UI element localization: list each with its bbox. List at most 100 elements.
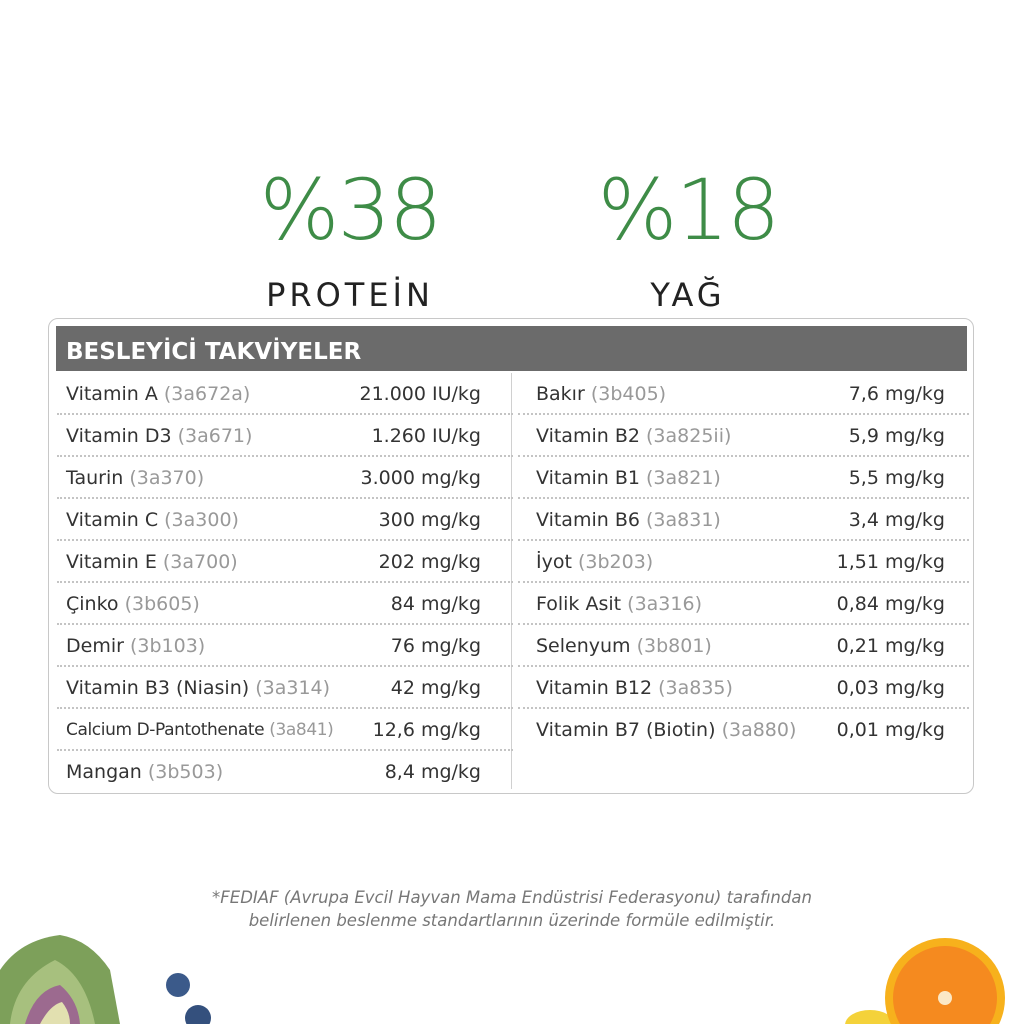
nutrient-name: Vitamin D3 (3a671) (66, 415, 252, 457)
nutrient-name: Vitamin B2 (3a825ii) (536, 415, 731, 457)
nutrient-label: Vitamin B6 (536, 509, 640, 531)
nutrient-code: (3b605) (124, 593, 200, 615)
nutrient-label: Vitamin D3 (66, 425, 172, 447)
nutrient-label: Vitamin B12 (536, 677, 653, 699)
panel-title: BESLEYİCİ TAKVİYELER (56, 326, 967, 371)
supplements-panel: BESLEYİCİ TAKVİYELER Vitamin A (3a672a) 2… (48, 318, 974, 794)
nutrient-name: Mangan (3b503) (66, 751, 223, 793)
nutrient-label: Folik Asit (536, 593, 622, 615)
nutrient-value: 0,03 mg/kg (836, 677, 945, 699)
nutrient-code: (3a825ii) (646, 425, 732, 447)
nutrient-name: Vitamin B3 (Niasin) (3a314) (66, 667, 330, 709)
nutrient-row: Vitamin B1 (3a821) 5,5 mg/kg (518, 457, 969, 499)
nutrient-code: (3a314) (255, 677, 331, 699)
footnote: *FEDIAF (Avrupa Evcil Hayvan Mama Endüst… (0, 886, 1024, 932)
nutrient-code: (3a831) (646, 509, 721, 531)
artichoke-image (0, 935, 120, 1024)
nutrient-name: Vitamin B6 (3a831) (536, 499, 721, 541)
fat-stat: %18 YAĞ (538, 165, 838, 315)
nutrient-value: 21.000 IU/kg (359, 383, 482, 405)
nutrient-label: Vitamin B1 (536, 467, 640, 489)
nutrient-code: (3a672a) (163, 383, 251, 405)
nutrient-row: Vitamin C (3a300) 300 mg/kg (57, 499, 513, 541)
nutrient-code: (3a370) (129, 467, 205, 489)
nutrient-code: (3a700) (162, 551, 238, 573)
nutrient-row: Selenyum (3b801) 0,21 mg/kg (518, 625, 969, 667)
footnote-line-1: *FEDIAF (Avrupa Evcil Hayvan Mama Endüst… (212, 888, 812, 907)
footnote-line-2: belirlenen beslenme standartlarının üzer… (248, 911, 776, 930)
nutrient-label: Vitamin E (66, 551, 157, 573)
nutrient-label: Mangan (66, 761, 142, 783)
protein-label: PROTEİN (266, 276, 434, 314)
nutrient-label: İyot (536, 551, 572, 573)
right-column: Bakır (3b405) 7,6 mg/kg Vitamin B2 (3a825i… (518, 373, 969, 751)
nutrient-value: 0,01 mg/kg (836, 719, 945, 741)
nutrient-code: (3b801) (636, 635, 712, 657)
nutrient-name: Selenyum (3b801) (536, 625, 712, 667)
nutrient-code: (3b405) (590, 383, 667, 405)
nutrient-value: 12,6 mg/kg (372, 719, 481, 741)
nutrient-code: (3a671) (177, 425, 253, 447)
nutrient-name: Bakır (3b405) (536, 373, 666, 415)
nutrient-value: 0,21 mg/kg (836, 635, 945, 657)
protein-value: %38 (259, 161, 443, 259)
nutrient-row: Taurin (3a370) 3.000 mg/kg (57, 457, 513, 499)
nutrient-code: (3a821) (646, 467, 721, 489)
nutrient-label: Vitamin C (66, 509, 159, 531)
nutrient-name: Vitamin C (3a300) (66, 499, 239, 541)
nutrient-code: (3a841) (269, 720, 334, 740)
nutrient-value: 8,4 mg/kg (384, 761, 481, 783)
nutrient-value: 1.260 IU/kg (371, 425, 481, 447)
nutrient-name: Folik Asit (3a316) (536, 583, 702, 625)
nutrient-name: Vitamin B7 (Biotin) (3a880) (536, 709, 796, 751)
nutrient-row: Çinko (3b605) 84 mg/kg (57, 583, 513, 625)
protein-stat: %38 PROTEİN (200, 165, 500, 315)
nutrient-label: Vitamin B7 (Biotin) (536, 719, 716, 741)
nutrient-value: 5,5 mg/kg (848, 467, 945, 489)
nutrient-value: 300 mg/kg (378, 509, 481, 531)
nutrient-row: Calcium D-Pantothenate (3a841) 12,6 mg/kg (57, 709, 513, 751)
left-column: Vitamin A (3a672a) 21.000 IU/kg Vitamin D3… (57, 373, 513, 793)
fat-value: %18 (597, 161, 781, 259)
nutrient-row: Demir (3b103) 76 mg/kg (57, 625, 513, 667)
nutrient-code: (3b203) (577, 551, 654, 573)
nutrient-row: Vitamin B6 (3a831) 3,4 mg/kg (518, 499, 969, 541)
nutrient-name: Vitamin B1 (3a821) (536, 457, 721, 499)
nutrient-code: (3b103) (129, 635, 206, 657)
nutrient-value: 76 mg/kg (390, 635, 481, 657)
nutrient-name: Calcium D-Pantothenate (3a841) (66, 709, 334, 751)
nutrient-value: 3,4 mg/kg (848, 509, 945, 531)
nutrient-value: 0,84 mg/kg (836, 593, 945, 615)
nutrient-name: Vitamin E (3a700) (66, 541, 238, 583)
nutrient-label: Taurin (66, 467, 124, 489)
blueberry-image (166, 973, 211, 1024)
nutrient-code: (3a316) (627, 593, 702, 615)
nutrient-name: Demir (3b103) (66, 625, 205, 667)
nutrient-row: Vitamin B2 (3a825ii) 5,9 mg/kg (518, 415, 969, 457)
nutrient-label: Selenyum (536, 635, 631, 657)
nutrient-code: (3a880) (721, 719, 797, 741)
nutrient-row: Vitamin B3 (Niasin) (3a314) 42 mg/kg (57, 667, 513, 709)
nutrient-value: 3.000 mg/kg (360, 467, 481, 489)
nutrient-label: Demir (66, 635, 124, 657)
nutrient-row: Vitamin B7 (Biotin) (3a880) 0,01 mg/kg (518, 709, 969, 751)
nutrient-code: (3a835) (658, 677, 733, 699)
nutrient-row: Vitamin D3 (3a671) 1.260 IU/kg (57, 415, 513, 457)
nutrient-value: 5,9 mg/kg (848, 425, 945, 447)
nutrient-value: 202 mg/kg (378, 551, 481, 573)
nutrient-name: İyot (3b203) (536, 541, 653, 583)
nutrient-row: Vitamin E (3a700) 202 mg/kg (57, 541, 513, 583)
nutrient-row: Folik Asit (3a316) 0,84 mg/kg (518, 583, 969, 625)
nutrient-value: 84 mg/kg (390, 593, 481, 615)
nutrient-label: Bakır (536, 383, 585, 405)
nutrient-name: Çinko (3b605) (66, 583, 200, 625)
nutrient-row: Vitamin B12 (3a835) 0,03 mg/kg (518, 667, 969, 709)
nutrient-label: Vitamin A (66, 383, 158, 405)
nutrient-code: (3a300) (164, 509, 239, 531)
nutrient-label: Çinko (66, 593, 119, 615)
nutrient-label: Vitamin B3 (Niasin) (66, 677, 250, 699)
nutrient-name: Taurin (3a370) (66, 457, 204, 499)
nutrient-name: Vitamin B12 (3a835) (536, 667, 733, 709)
nutrient-row: İyot (3b203) 1,51 mg/kg (518, 541, 969, 583)
nutrient-value: 7,6 mg/kg (848, 383, 945, 405)
